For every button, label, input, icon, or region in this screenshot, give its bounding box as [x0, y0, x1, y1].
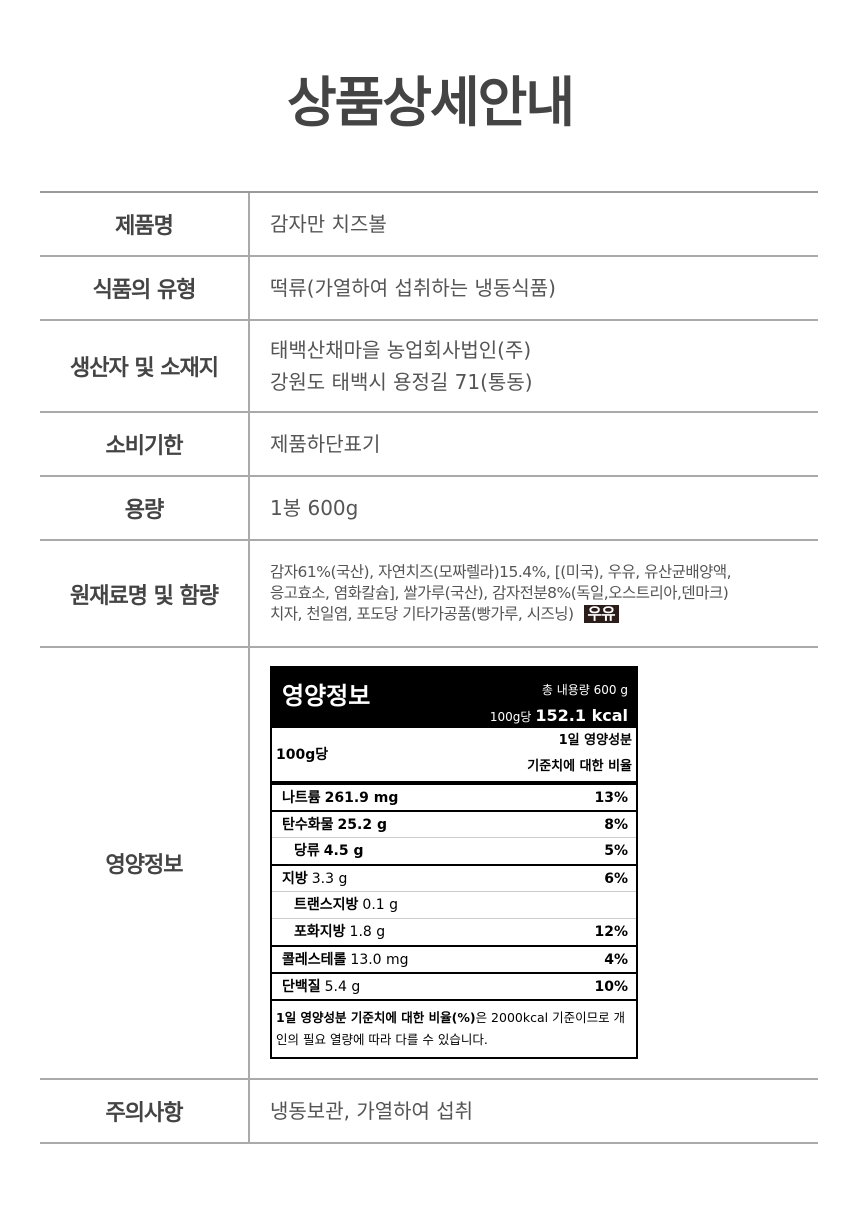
allergen-badge: 우유	[583, 605, 620, 623]
section-left: 100g당	[276, 746, 329, 763]
nutrient-name: 탄수화물	[282, 816, 334, 833]
row-label: 용량	[40, 477, 250, 539]
row-label: 주의사항	[40, 1080, 250, 1142]
row-caution: 주의사항 냉동보관, 가열하여 섭취	[40, 1080, 818, 1144]
row-value: 감자61%(국산), 자연치즈(모짜렐라)15.4%, [(미국), 우유, 유…	[250, 541, 818, 646]
value-text: 제품하단표기	[270, 432, 381, 456]
nutrient-amount: 0.1 g	[362, 897, 399, 913]
calories: 100g당 152.1 kcal	[490, 700, 628, 733]
row-label: 소비기한	[40, 413, 250, 475]
nutrient-amount: 13.0 mg	[350, 951, 409, 968]
page-title: 상품상세안내	[286, 71, 575, 134]
row-expiry: 소비기한 제품하단표기	[40, 413, 818, 477]
row-label: 원재료명 및 함량	[40, 541, 250, 646]
nutrient-row: 트랜스지방 0.1 g	[272, 891, 636, 918]
nutrient-percent: 4%	[604, 951, 628, 968]
nutrient-amount: 261.9 mg	[324, 789, 399, 806]
row-value: 1봉 600g	[250, 477, 818, 539]
kcal-value: 152.1 kcal	[535, 706, 628, 725]
nutrient-row: 지방 3.3 g 6%	[272, 864, 636, 891]
section-right: 기준치에 대한 비율	[527, 759, 632, 774]
section-right: 1일 영양성분	[558, 733, 632, 748]
nutrient-name: 포화지방	[294, 924, 346, 940]
nutrient-name: 콜레스테롤	[282, 951, 347, 968]
nutrition-footnote: 1일 영양성분 기준치에 대한 비율(%)은 2000kcal 기준이므로 개인…	[272, 999, 636, 1057]
nutrient-row: 나트륨 261.9 mg 13%	[272, 783, 636, 810]
row-label: 영양정보	[40, 648, 250, 1078]
nutrient-name: 당류	[294, 843, 320, 859]
nutrition-label: 영양정보 총 내용량 600 g 100g당 152.1 kcal 100g당 1…	[270, 666, 638, 1059]
value-line: 치자, 천일염, 포도당 기타가공품(빵가루, 시즈닝)	[270, 605, 574, 623]
row-label: 제품명	[40, 193, 250, 255]
value-line: 강원도 태백시 용정길 71(통동)	[270, 370, 533, 394]
row-food-type: 식품의 유형 떡류(가열하여 섭취하는 냉동식품)	[40, 257, 818, 321]
row-value: 태백산채마을 농업회사법인(주) 강원도 태백시 용정길 71(통동)	[250, 321, 818, 411]
per-label: 100g당	[489, 710, 532, 724]
nutrient-row: 탄수화물 25.2 g 8%	[272, 810, 636, 837]
row-producer: 생산자 및 소재지 태백산채마을 농업회사법인(주) 강원도 태백시 용정길 7…	[40, 321, 818, 413]
nutrient-row: 콜레스테롤 13.0 mg 4%	[272, 945, 636, 972]
row-value: 영양정보 총 내용량 600 g 100g당 152.1 kcal 100g당 1…	[250, 648, 818, 1078]
nutrient-percent: 6%	[604, 870, 628, 887]
nutrient-percent: 10%	[594, 978, 628, 995]
row-nutrition: 영양정보 영양정보 총 내용량 600 g 100g당 152.1 kcal 10…	[40, 648, 818, 1080]
row-value: 제품하단표기	[250, 413, 818, 475]
nutrition-header: 영양정보 총 내용량 600 g 100g당 152.1 kcal	[272, 668, 636, 728]
row-value: 냉동보관, 가열하여 섭취	[250, 1080, 818, 1142]
value-line: 응고효소, 염화칼슘], 쌀가루(국산), 감자전분8%(독일,오스트리아,덴마…	[270, 584, 729, 602]
nutrient-percent: 12%	[594, 924, 628, 940]
nutrient-row: 포화지방 1.8 g 12%	[272, 918, 636, 945]
nutrition-title: 영양정보	[282, 682, 371, 710]
value-text: 1봉 600g	[270, 496, 359, 520]
row-value: 감자만 치즈볼	[250, 193, 818, 255]
nutrient-amount: 4.5 g	[323, 843, 364, 859]
nutrient-percent: 8%	[604, 816, 628, 833]
product-info-table: 제품명 감자만 치즈볼 식품의 유형 떡류(가열하여 섭취하는 냉동식품) 생산…	[40, 191, 818, 1144]
value-line: 감자61%(국산), 자연치즈(모짜렐라)15.4%, [(미국), 우유, 유…	[270, 563, 732, 581]
total-content: 총 내용량 600 g	[541, 683, 628, 697]
nutrient-row: 당류 4.5 g 5%	[272, 837, 636, 864]
row-label: 생산자 및 소재지	[40, 321, 250, 411]
row-ingredients: 원재료명 및 함량 감자61%(국산), 자연치즈(모짜렐라)15.4%, [(…	[40, 541, 818, 648]
nutrient-amount: 5.4 g	[324, 978, 361, 995]
value-text: 감자만 치즈볼	[270, 212, 387, 236]
nutrient-name: 나트륨	[282, 789, 321, 806]
nutrient-name: 지방	[282, 870, 308, 887]
nutrient-row: 단백질 5.4 g 10%	[272, 972, 636, 999]
nutrient-amount: 25.2 g	[337, 816, 387, 833]
nutrient-name: 트랜스지방	[294, 897, 359, 913]
value-text: 떡류(가열하여 섭취하는 냉동식품)	[270, 276, 556, 300]
nutrient-percent: 5%	[604, 843, 628, 859]
value-text: 냉동보관, 가열하여 섭취	[270, 1099, 474, 1123]
nutrient-percent: 13%	[594, 789, 628, 806]
footnote-text: 은 2000kcal 기준이므로 개인의 필요 열량에 따라 다를 수 있습니다…	[276, 1010, 626, 1047]
row-product-name: 제품명 감자만 치즈볼	[40, 193, 818, 257]
nutrient-name: 단백질	[282, 978, 321, 995]
row-value: 떡류(가열하여 섭취하는 냉동식품)	[250, 257, 818, 319]
nutrient-amount: 3.3 g	[311, 870, 348, 887]
nutrient-amount: 1.8 g	[349, 924, 386, 940]
row-capacity: 용량 1봉 600g	[40, 477, 818, 541]
row-label: 식품의 유형	[40, 257, 250, 319]
footnote-bold: 1일 영양성분 기준치에 대한 비율(%)	[276, 1010, 476, 1025]
value-line: 태백산채마을 농업회사법인(주)	[270, 338, 532, 362]
